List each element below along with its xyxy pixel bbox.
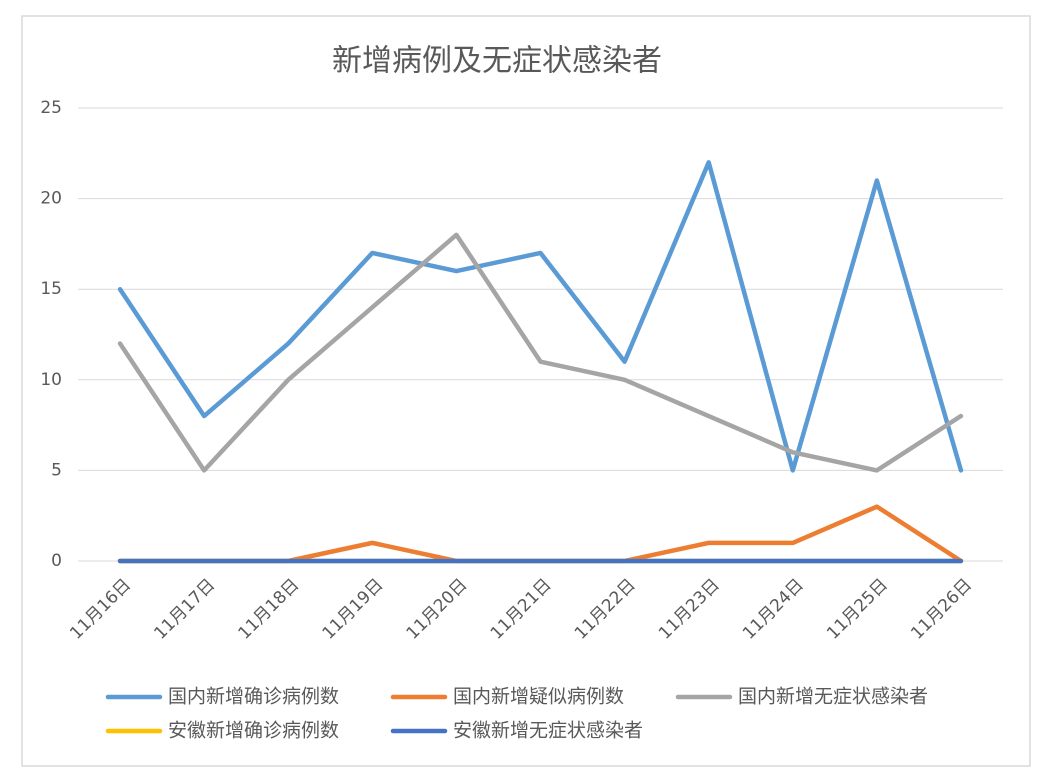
y-tick-label: 10: [40, 370, 62, 390]
y-tick-label: 15: [40, 279, 62, 299]
y-tick-label: 20: [40, 189, 62, 209]
legend-label: 安徽新增确诊病例数: [168, 720, 339, 742]
chart-frame: [21, 15, 1031, 767]
legend-label: 国内新增疑似病例数: [453, 686, 624, 708]
series-line: [117, 160, 964, 473]
series-line: [117, 232, 964, 473]
chart-title: 新增病例及无症状感染者: [332, 44, 662, 79]
legend-label: 国内新增无症状感染者: [738, 686, 928, 708]
y-tick-label: 0: [51, 551, 62, 571]
y-tick-label: 25: [40, 98, 62, 118]
y-tick-label: 5: [51, 460, 62, 480]
legend-label: 安徽新增无症状感染者: [453, 720, 643, 742]
legend-label: 国内新增确诊病例数: [168, 686, 339, 708]
